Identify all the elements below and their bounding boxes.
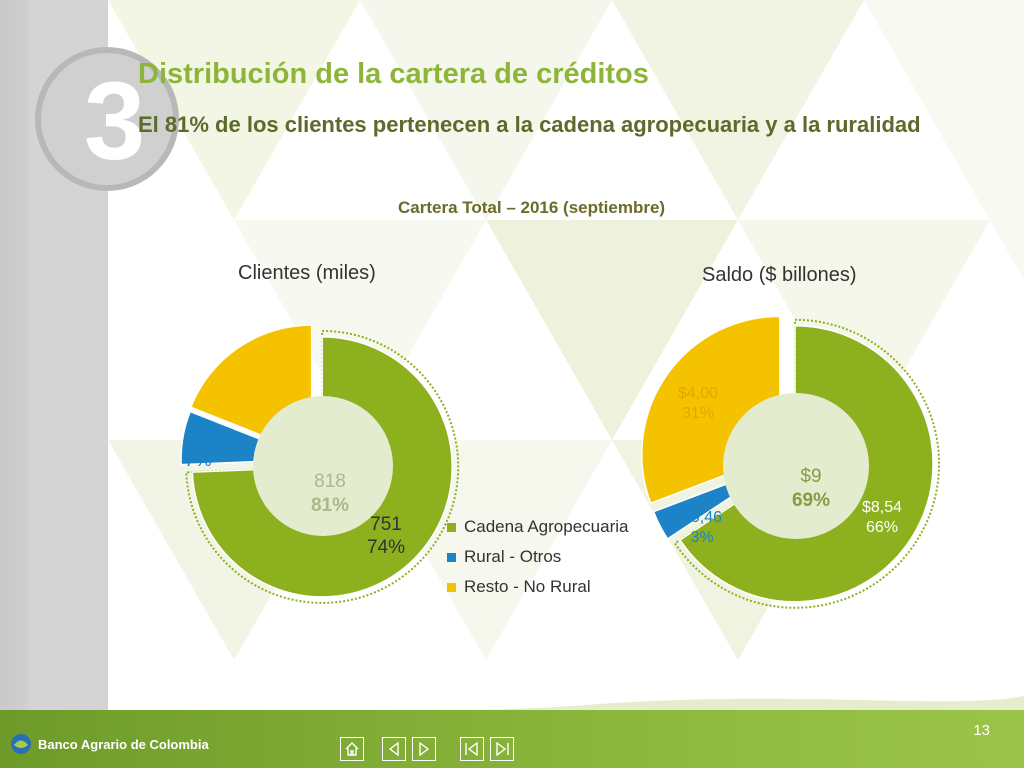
next-button[interactable] [412,737,436,761]
chart-legend: Cadena Agropecuaria Rural - Otros Resto … [447,512,628,602]
first-slide-button[interactable] [460,737,484,761]
legend-item-resto: Resto - No Rural [447,572,628,602]
section-number: 3 [84,60,145,183]
slice-halo [673,318,941,609]
slide-title: Distribución de la cartera de créditos [138,58,649,90]
chart-title: Cartera Total – 2016 (septiembre) [398,198,666,217]
footer-band [0,710,1024,768]
pie-title-clientes: Clientes (miles) [238,262,376,284]
donut-center-label: 818 81% [311,471,349,516]
legend-label: Resto - No Rural [464,577,591,596]
legend-label: Rural - Otros [464,547,562,566]
slice-halo [185,329,460,604]
page-number: 13 [973,722,990,739]
slice-label-cadena: $8,54 66% [862,499,902,536]
nav-group-left [340,737,436,761]
pie-chart-clientes [180,324,460,604]
slice-label-resto: $4,00 31% [678,385,718,422]
legend-item-rural: Rural - Otros [447,542,628,572]
next-icon [419,742,430,756]
section-number-badge: 3 [35,47,179,191]
slide-subtitle: El 81% de los clientes pertenecen a la c… [138,112,921,137]
legend-swatch [447,552,456,562]
donut-center-label: $9 69% [792,466,830,511]
home-button[interactable] [340,737,364,761]
first-icon [465,742,478,756]
slice-label-cadena: 751 74% [367,514,405,558]
bank-logo: Banco Agrario de Colombia [10,733,209,755]
slice-label-rural: $0,46 3% [682,509,722,546]
donut-hole [723,393,869,539]
logo-icon [11,734,31,754]
logo-text: Banco Agrario de Colombia [38,736,209,752]
donut-hole [253,396,393,536]
slice-label-resto: 192 19% [228,350,266,394]
prev-icon [388,742,399,756]
nav-group-right [460,737,514,761]
last-slide-button[interactable] [490,737,514,761]
pie-title-saldo: Saldo ($ billones) [702,264,857,286]
legend-label: Cadena Agropecuaria [464,517,629,536]
legend-swatch [447,522,456,532]
last-icon [496,742,509,756]
pie-chart-saldo [641,315,941,609]
slice-label-rural: 67 7% [184,427,212,471]
legend-item-cadena: Cadena Agropecuaria [447,512,628,542]
legend-swatch [447,582,456,592]
previous-button[interactable] [382,737,406,761]
home-icon [345,742,359,756]
